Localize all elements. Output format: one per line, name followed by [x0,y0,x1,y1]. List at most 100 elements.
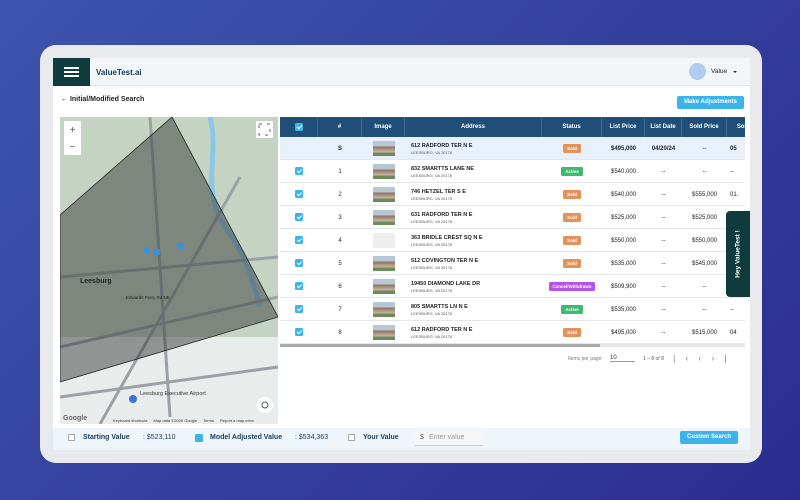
thumbnail-cell [362,206,405,229]
row-number: 2 [338,191,342,198]
user-name[interactable]: Value [711,68,728,75]
list-price: $535,000 [610,306,637,313]
status-badge: Sold [563,236,581,245]
pagination-controls[interactable]: |‹‹›| [673,353,737,363]
back-link[interactable]: ← Initial/Modified Search [61,96,145,103]
page-range: 1 – 8 of 8 [643,356,664,362]
extra: 05 [730,145,737,152]
checkbox[interactable] [295,236,303,244]
checkbox[interactable] [295,305,303,313]
table-row[interactable]: 7 805 SMARTTS LN N E LEESBURG, VA 20176 Act… [280,298,745,321]
table-row[interactable]: S 612 RADFORD TER N E LEESBURG, VA 20176 So… [280,137,745,160]
street: 746 HETZEL TER S E [411,188,466,195]
checkbox[interactable] [295,328,303,336]
status-cell: Sold [542,206,602,229]
back-text: Initial/Modified Search [69,96,145,103]
thumbnail-cell [362,252,405,275]
make-adjustments-button[interactable]: Make Adjustments [677,96,744,109]
table-row[interactable]: 3 631 RADFORD TER N E LEESBURG, VA 20176 So… [280,206,745,229]
locate-icon [261,401,269,409]
list-price: $540,000 [610,191,637,198]
map-label: Edwards Ferry Rd NE [126,295,170,300]
status-cell: Sold [542,137,602,160]
fullscreen-button[interactable] [256,121,273,138]
row-number: 1 [338,168,342,175]
list-date: -- [661,260,666,267]
status-badge: Sold [563,190,581,199]
status-badge: Sold [563,259,581,268]
city: LEESBURG, VA 20176 [411,218,453,224]
list-price: $550,000 [610,237,637,244]
map-footer: Keyboard shortcuts Map data ©2026 Google… [113,418,254,423]
row-number: 3 [338,214,342,221]
street: 805 SMARTTS LN N E [411,303,468,310]
checkbox[interactable] [195,434,203,442]
city: LEESBURG, VA 20175 [411,195,453,201]
city: LEESBURG, VA 20176 [411,149,453,155]
sold-price: -- [702,283,707,290]
extra: 01. [730,191,739,198]
airport-pin [129,395,137,403]
footer-bar: Starting Value : $523,110 Model Adjusted… [53,428,750,450]
table-row[interactable]: 1 832 SMARTTS LANE NE LEESBURG, VA 20176 Ac… [280,160,745,183]
checkbox[interactable] [295,167,303,175]
custom-search-button[interactable]: Custom Search [680,431,738,444]
table-row[interactable]: 4 363 BRIDLE CREST SQ N E LEESBURG, VA 201… [280,229,745,252]
zoom-control[interactable] [64,121,81,155]
scrollbar-track [280,344,745,347]
value-input[interactable]: $ Enter value [415,430,483,446]
street: 612 RADFORD TER N E [411,326,473,333]
sold-price: $555,000 [691,191,718,198]
scrollbar-thumb[interactable] [280,344,600,347]
address-cell: 512 COVINGTON TER N E LEESBURG, VA 20176 [405,252,542,275]
zoom-in[interactable]: + [70,125,76,136]
city: LEESBURG, VA 20176 [411,287,453,293]
app-screen: ValueTest.ai Value ← Initial/Modified Se… [53,58,750,450]
sold-price: -- [702,306,707,313]
your-label: Your Value [363,434,399,441]
checkbox[interactable] [295,282,303,290]
pins [144,243,183,255]
page-size-select[interactable]: 10 [610,355,635,362]
list-date: -- [661,283,666,290]
list-date: -- [661,214,666,221]
status-cell: Active [542,298,602,321]
column-header: Sol [727,117,745,137]
checkbox[interactable] [295,213,303,221]
table-row[interactable]: 6 19450 DIAMOND LAKE DR LEESBURG, VA 20176… [280,275,745,298]
checkbox[interactable] [68,434,75,441]
menu-button[interactable] [53,58,90,86]
map-footer-link[interactable]: Terms [203,418,215,423]
zoom-out[interactable]: − [70,142,76,153]
table-row[interactable]: 5 512 COVINGTON TER N E LEESBURG, VA 20176… [280,252,745,275]
table-row[interactable]: 2 746 HETZEL TER S E LEESBURG, VA 20175 Sol… [280,183,745,206]
thumbnail [372,325,395,340]
map-footer-link[interactable]: Keyboard shortcuts [113,418,148,423]
address-cell: 631 RADFORD TER N E LEESBURG, VA 20176 [405,206,542,229]
city: LEESBURG, VA 20176 [411,172,453,178]
avatar[interactable] [689,63,706,80]
thumbnail [372,233,395,248]
checkbox[interactable] [295,190,303,198]
column-header: Status [542,117,602,137]
checkbox[interactable] [348,434,355,441]
status-badge: Cancel/Withdrawn [548,282,596,291]
locate-button[interactable] [257,397,273,413]
row-number: S [337,145,342,152]
map-label: Leesburg [80,278,112,285]
checkbox[interactable] [295,123,303,131]
table-row[interactable]: 8 612 RADFORD TER N E LEESBURG, VA 20176 So… [280,321,745,344]
status-badge: Sold [563,144,581,153]
column-header: # [318,117,362,137]
checkbox[interactable] [295,259,303,267]
map-footer-text: Map data ©2026 Google [153,418,198,423]
city: LEESBURG, VA 20176 [411,333,453,339]
extra: -- [730,168,734,175]
placeholder: Enter value [429,434,465,441]
search-polygon[interactable] [60,117,278,383]
top-bar: ValueTest.ai Value [53,58,750,86]
sold-price: -- [702,168,707,175]
side-tab[interactable]: Hey ValueTest ! [726,211,750,297]
map-footer-link[interactable]: Report a map error [220,418,254,423]
